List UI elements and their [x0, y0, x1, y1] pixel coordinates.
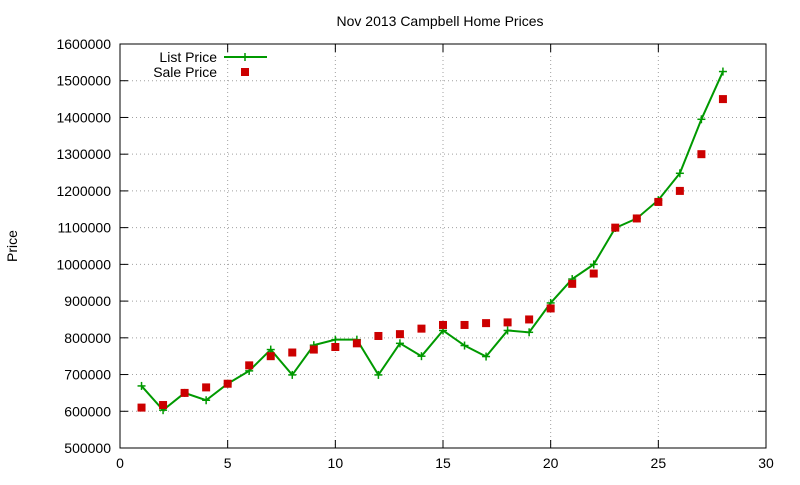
sale-price-point — [589, 269, 598, 278]
y-tick-label: 500000 — [64, 440, 111, 456]
legend-swatch-marker — [241, 68, 249, 76]
series-list-price — [137, 67, 727, 415]
sale-price-point — [482, 319, 491, 328]
list-price-point — [503, 326, 512, 335]
sale-price-point — [632, 214, 641, 223]
list-price-point — [697, 115, 706, 124]
series-sale-price — [137, 95, 727, 412]
sale-price-point — [352, 339, 361, 348]
list-price-point — [482, 352, 491, 361]
x-tick-label: 10 — [328, 455, 344, 471]
y-tick-label: 1400000 — [56, 109, 111, 125]
y-tick-label: 1500000 — [56, 73, 111, 89]
sale-price-point — [331, 343, 340, 351]
sale-price-point — [288, 348, 297, 357]
y-tick-label: 800000 — [64, 330, 111, 346]
sale-price-point — [439, 320, 447, 329]
sale-price-point — [611, 223, 620, 232]
y-tick-label: 1100000 — [58, 220, 112, 236]
x-tick-label: 30 — [758, 455, 774, 471]
y-tick-label: 1300000 — [56, 146, 111, 162]
y-tick-label: 600000 — [64, 403, 111, 419]
x-tick-label: 5 — [224, 455, 232, 471]
list-price-point — [460, 341, 469, 350]
sale-price-point — [245, 361, 254, 370]
legend-label: Sale Price — [153, 64, 217, 80]
sale-price-point — [568, 279, 577, 288]
y-tick-label: 900000 — [64, 293, 111, 309]
chart-title: Nov 2013 Campbell Home Prices — [337, 13, 544, 29]
sale-price-point — [417, 324, 426, 333]
sale-price-point — [654, 197, 663, 206]
sale-price-point — [180, 388, 189, 397]
legend-swatch-marker — [241, 53, 249, 61]
sale-price-point — [202, 383, 211, 392]
y-tick-label: 700000 — [64, 367, 111, 383]
y-axis-label: Price — [4, 230, 20, 262]
legend-label: List Price — [159, 49, 217, 65]
x-tick-label: 20 — [543, 455, 559, 471]
sale-price-point — [525, 315, 534, 324]
list-price-point — [525, 328, 534, 337]
sale-price-point — [697, 150, 706, 159]
list-price-point — [202, 396, 211, 405]
y-tick-label: 1600000 — [56, 36, 111, 52]
sale-price-point — [309, 345, 318, 354]
sale-price-point — [223, 379, 232, 388]
list-price-point — [137, 381, 146, 390]
sale-price-point — [137, 403, 146, 412]
tick-layer: 500000 600000 700000 800000 900000 1000000 110… — [56, 36, 774, 471]
grid-layer — [120, 44, 766, 448]
sale-price-point — [159, 401, 168, 410]
list-price-point — [718, 67, 727, 76]
list-price-point — [288, 370, 297, 379]
list-price-point — [589, 260, 598, 269]
sale-price-point — [266, 352, 275, 361]
series-layer — [137, 67, 727, 415]
list-price-point — [395, 339, 404, 348]
y-tick-label: 1200000 — [56, 183, 111, 199]
x-tick-label: 15 — [435, 455, 451, 471]
list-price-point — [417, 352, 426, 361]
list-price-line — [140, 71, 724, 412]
sale-price-point — [503, 318, 512, 327]
sale-price-point — [460, 320, 469, 329]
sale-price-point — [374, 331, 383, 340]
x-tick-label: 0 — [116, 455, 124, 471]
sale-price-point — [395, 330, 404, 339]
sale-price-point — [546, 304, 555, 313]
list-price-point — [374, 370, 383, 379]
list-price-point — [675, 169, 684, 178]
sale-price-point — [675, 186, 684, 195]
sale-price-point — [718, 95, 727, 104]
y-tick-label: 1000000 — [56, 256, 111, 272]
list-price-point — [331, 335, 340, 344]
x-tick-label: 25 — [651, 455, 667, 471]
